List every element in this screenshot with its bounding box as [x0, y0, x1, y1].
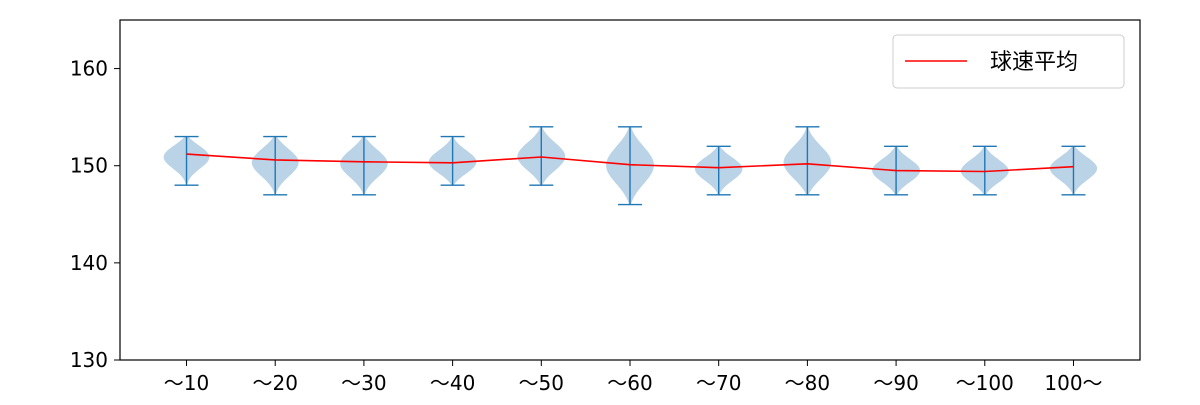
x-tick-label: ～80: [785, 371, 830, 395]
x-axis: ～10 ～20 ～30 ～40 ～50 ～60 ～70 ～80 ～90 ～100 100～: [164, 360, 1103, 395]
x-tick-label: ～100: [956, 371, 1014, 395]
x-tick-label: ～30: [341, 371, 386, 395]
x-tick-label: ～50: [519, 371, 564, 395]
mean-line-layer: [186, 153, 1074, 173]
x-tick-label: ～40: [430, 371, 475, 395]
y-tick-label: 160: [70, 57, 108, 81]
violins-layer: [163, 126, 1098, 206]
y-tick-label: 140: [70, 251, 108, 275]
legend: 球速平均: [892, 34, 1125, 89]
x-tick-label: ～90: [873, 371, 918, 395]
mean-speed-line: [186, 153, 1074, 173]
legend-label: 球速平均: [990, 50, 1078, 75]
y-tick-label: 130: [70, 348, 108, 372]
x-tick-label: ～10: [164, 371, 209, 395]
x-tick-label: ～70: [696, 371, 741, 395]
y-axis: 130 140 150 160: [70, 57, 120, 372]
legend-box: [892, 34, 1125, 89]
x-tick-label: 100～: [1044, 371, 1102, 395]
y-tick-label: 150: [70, 154, 108, 178]
x-tick-label: ～60: [607, 371, 652, 395]
x-tick-label: ～20: [252, 371, 297, 395]
